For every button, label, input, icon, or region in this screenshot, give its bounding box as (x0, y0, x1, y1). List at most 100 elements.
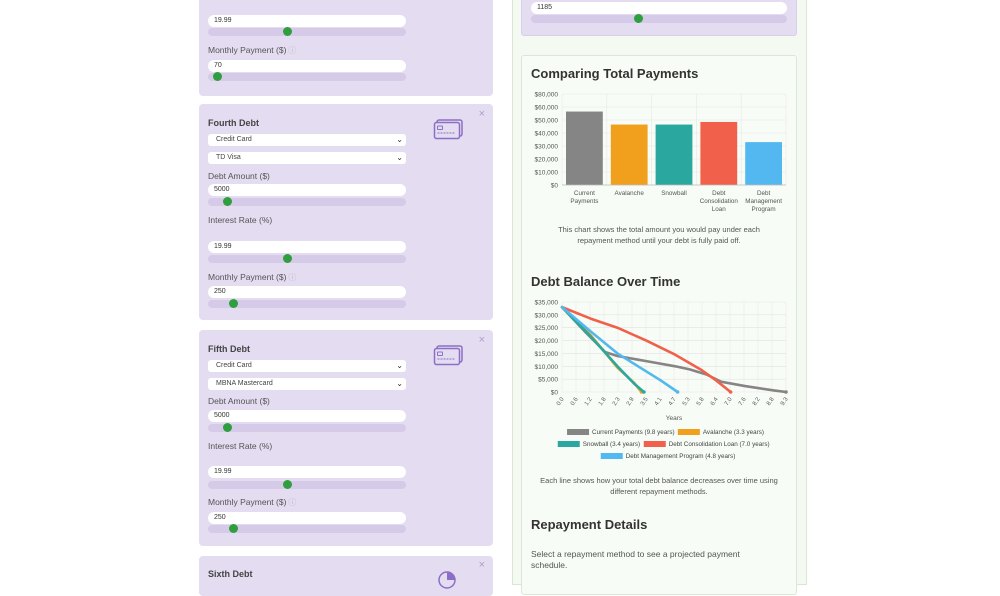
debt-type-select[interactable]: Credit Card ⌄ (208, 360, 406, 372)
pie-chart-icon (438, 571, 456, 589)
x-tick-label: 7.0 (724, 396, 734, 407)
legend-swatch (600, 453, 623, 459)
interest-rate-slider-thumb[interactable] (282, 254, 292, 263)
chevron-down-icon: ⌄ (396, 135, 403, 144)
legend-swatch (567, 429, 590, 435)
series-end-point (675, 390, 680, 394)
x-tick-label: Management (745, 198, 782, 205)
y-tick-label: $40,000 (535, 131, 559, 138)
series-end-point (642, 390, 646, 394)
y-tick-label: $20,000 (535, 338, 559, 345)
monthly-payment-input[interactable]: 70 (208, 60, 406, 72)
legend-label: Snowball (3.4 years) (583, 441, 640, 448)
interest-rate-slider-thumb[interactable] (282, 27, 292, 36)
monthly-payment-label: Monthly Payment ($) ⓘ (208, 497, 296, 508)
interest-rate-input[interactable]: 19.99 (208, 15, 406, 27)
debt-card-title: Sixth Debt (208, 569, 253, 579)
legend-swatch (677, 429, 700, 435)
series-end-point (784, 390, 788, 394)
interest-rate-slider[interactable] (208, 27, 406, 36)
top-value-slider-thumb[interactable] (634, 14, 644, 23)
y-tick-label: $0 (551, 390, 559, 397)
interest-rate-input[interactable]: 19.99 (208, 466, 406, 478)
chevron-down-icon: ⌄ (396, 361, 403, 370)
debt-type-select[interactable]: Credit Card ⌄ (208, 134, 406, 146)
close-icon[interactable]: × (478, 108, 485, 120)
debt-card-fourth: Fourth Debt × Credit Card ⌄ TD Visa ⌄ De… (199, 104, 493, 320)
interest-rate-label: Interest Rate (%) (208, 441, 273, 451)
info-icon[interactable]: ⓘ (288, 498, 297, 507)
interest-rate-slider-thumb[interactable] (282, 480, 292, 489)
x-tick-label: 8.2 (752, 396, 762, 407)
x-tick-label: Consolidation (700, 198, 739, 205)
x-tick-label: 4.1 (654, 396, 664, 407)
account-select[interactable]: MBNA Mastercard ⌄ (208, 378, 406, 390)
close-icon[interactable]: × (478, 559, 485, 571)
y-tick-label: $10,000 (535, 170, 559, 177)
y-tick-label: $30,000 (535, 144, 559, 151)
interest-rate-label: Interest Rate (%) (208, 215, 273, 225)
interest-rate-slider[interactable] (208, 254, 406, 263)
debt-amount-slider-thumb[interactable] (223, 197, 233, 206)
x-tick-label: 3.5 (640, 396, 650, 407)
bar (566, 111, 603, 185)
balance-caption: Each line shows how your total debt bala… (540, 476, 778, 496)
x-tick-label: 5.3 (682, 396, 692, 407)
x-tick-label: 7.6 (738, 396, 748, 407)
top-value-input[interactable]: 1185 (531, 2, 787, 14)
bar (655, 124, 693, 185)
info-icon[interactable]: ⓘ (288, 273, 297, 282)
interest-rate-input[interactable]: 19.99 (208, 241, 406, 253)
x-tick-label: 0.0 (556, 396, 566, 407)
monthly-payment-slider[interactable] (208, 299, 406, 308)
monthly-payment-label: Monthly Payment ($) ⓘ (208, 45, 296, 56)
monthly-payment-label-text: Monthly Payment ($) (208, 272, 287, 282)
bar (610, 124, 648, 185)
monthly-payment-slider-thumb[interactable] (229, 299, 239, 308)
balance-title: Debt Balance Over Time (531, 274, 681, 289)
series-line (560, 305, 732, 394)
debt-amount-input[interactable]: 5000 (208, 184, 406, 196)
debt-amount-slider-thumb[interactable] (223, 423, 233, 432)
x-tick-label: Debt (712, 190, 726, 197)
monthly-payment-label-text: Monthly Payment ($) (208, 45, 287, 55)
bar (745, 142, 782, 185)
top-value-slider[interactable] (531, 14, 787, 23)
legend-label: Debt Consolidation Loan (7.0 years) (669, 441, 770, 448)
x-tick-label: 0.6 (570, 396, 580, 407)
series-line (560, 305, 679, 394)
debt-amount-slider[interactable] (208, 423, 406, 432)
debt-amount-input[interactable]: 5000 (208, 410, 406, 422)
y-tick-label: $15,000 (535, 351, 559, 358)
monthly-payment-input[interactable]: 250 (208, 512, 406, 524)
credit-card-icon (433, 119, 463, 140)
monthly-payment-slider-thumb[interactable] (213, 72, 223, 81)
y-tick-label: $80,000 (535, 92, 559, 99)
repayment-text: Select a repayment method to see a proje… (531, 549, 740, 570)
debt-card-third: 19.99 Monthly Payment ($) ⓘ 70 (199, 0, 493, 96)
y-tick-label: $10,000 (535, 364, 559, 371)
monthly-payment-slider[interactable] (208, 524, 406, 533)
x-tick-label: Current (574, 190, 595, 197)
x-tick-label: 1.8 (598, 396, 608, 407)
debt-amount-slider[interactable] (208, 197, 406, 206)
interest-rate-slider[interactable] (208, 480, 406, 489)
debt-amount-label: Debt Amount ($) (208, 171, 270, 181)
comparison-title: Comparing Total Payments (531, 66, 699, 81)
account-select[interactable]: TD Visa ⌄ (208, 152, 406, 164)
close-icon[interactable]: × (478, 334, 485, 346)
account-select-value: TD Visa (216, 154, 241, 161)
x-tick-label: 9.3 (780, 396, 790, 407)
chevron-down-icon: ⌄ (396, 153, 403, 162)
y-tick-label: $30,000 (535, 312, 559, 319)
monthly-payment-slider[interactable] (208, 72, 406, 81)
monthly-payment-slider-thumb[interactable] (229, 524, 239, 533)
monthly-payment-input[interactable]: 250 (208, 286, 406, 298)
y-tick-label: $20,000 (535, 157, 559, 164)
credit-card-icon (433, 345, 463, 366)
debt-card-title: Fourth Debt (208, 118, 259, 128)
total-payments-bar-chart: $0 $10,000 $20,000 $30,000 $40,000 $50,000 $60… (535, 92, 787, 213)
info-icon[interactable]: ⓘ (288, 46, 297, 55)
y-tick-label: $60,000 (535, 105, 559, 112)
x-tick-label: Debt (757, 190, 771, 197)
